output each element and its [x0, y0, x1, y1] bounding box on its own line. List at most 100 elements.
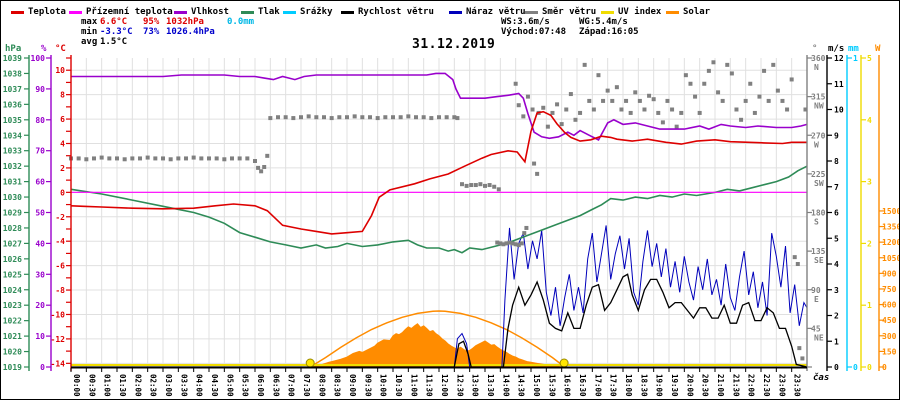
svg-text:02:00: 02:00 — [133, 374, 142, 397]
svg-text:16:00: 16:00 — [563, 374, 572, 397]
axis-humidity — [46, 55, 52, 371]
axis-pressure — [24, 55, 30, 371]
svg-text:70: 70 — [35, 147, 45, 156]
svg-text:6: 6 — [834, 209, 839, 218]
svg-text:15:00: 15:00 — [532, 374, 541, 397]
svg-text:5: 5 — [834, 234, 839, 243]
svg-text:22:00: 22:00 — [747, 374, 756, 397]
svg-text:150: 150 — [882, 347, 897, 356]
svg-text:50: 50 — [35, 209, 45, 218]
svg-text:01:00: 01:00 — [103, 374, 112, 397]
svg-text:12:00: 12:00 — [440, 374, 449, 397]
svg-text:12:30: 12:30 — [455, 374, 464, 397]
svg-text:180: 180 — [811, 209, 826, 218]
svg-text:07:00: 07:00 — [287, 374, 296, 397]
svg-text:02:30: 02:30 — [149, 374, 158, 397]
svg-text:19:00: 19:00 — [655, 374, 664, 397]
x-axis-label: čas — [813, 372, 829, 383]
svg-text:10:00: 10:00 — [379, 374, 388, 397]
svg-text:60: 60 — [35, 178, 45, 187]
svg-text:06:00: 06:00 — [256, 374, 265, 397]
svg-text:1036: 1036 — [3, 100, 22, 109]
svg-text:1050: 1050 — [882, 254, 900, 263]
svg-text:7: 7 — [834, 183, 839, 192]
humidity-min-value: 73% — [143, 27, 160, 37]
svg-text:1027: 1027 — [3, 239, 22, 248]
svg-text:23:00: 23:00 — [777, 374, 786, 397]
temp-avg-value: 1.5°C — [100, 37, 128, 47]
svg-text:1200: 1200 — [882, 238, 900, 247]
svg-text:80: 80 — [35, 116, 45, 125]
humidity-max-value: 95% — [143, 17, 160, 27]
svg-text:NE: NE — [814, 333, 824, 342]
series-solar_potential — [309, 310, 566, 368]
wind-gust-stat: WG:5.4m/s — [579, 17, 628, 27]
svg-text:225: 225 — [811, 170, 826, 179]
svg-text:05:00: 05:00 — [225, 374, 234, 397]
precip-total-value: 0.0mm — [227, 17, 255, 27]
svg-text:100: 100 — [31, 54, 46, 63]
svg-text:1037: 1037 — [3, 85, 22, 94]
axis-wind — [826, 55, 832, 371]
svg-text:1350: 1350 — [882, 223, 900, 232]
svg-text:%: % — [41, 44, 47, 54]
svg-text:1022: 1022 — [3, 317, 22, 326]
svg-text:21:30: 21:30 — [731, 374, 740, 397]
sun-icon — [559, 358, 569, 368]
chart-title: 31.12.2019 — [412, 37, 496, 52]
svg-text:0: 0 — [882, 363, 887, 372]
svg-text:m/s: m/s — [828, 44, 844, 54]
legend-item-n-raz-v-tru: Náraz větru — [449, 6, 526, 18]
svg-text:03:00: 03:00 — [164, 374, 173, 397]
svg-text:4: 4 — [867, 116, 872, 125]
svg-text:05:30: 05:30 — [241, 374, 250, 397]
svg-text:0: 0 — [867, 363, 872, 372]
svg-text:45: 45 — [811, 324, 821, 333]
legend-swatch-icon — [601, 10, 614, 14]
svg-text:07:30: 07:30 — [302, 374, 311, 397]
legend-item-solar: Solar — [666, 6, 710, 18]
legend-item-sr-ky: Srážky — [283, 6, 333, 18]
svg-text:01:30: 01:30 — [118, 374, 127, 397]
wind-speed-stat: WS:3.6m/s — [501, 17, 550, 27]
svg-text:450: 450 — [882, 316, 897, 325]
svg-text:00:30: 00:30 — [87, 374, 96, 397]
legend-swatch-icon — [174, 10, 187, 14]
axis-solar — [878, 55, 884, 371]
svg-text:11:00: 11:00 — [409, 374, 418, 397]
stats-row-min: min -3.3°C 73% 1026.4hPa — [81, 27, 254, 37]
svg-text:hPa: hPa — [5, 44, 21, 54]
svg-text:-10: -10 — [51, 310, 66, 319]
svg-text:18:30: 18:30 — [639, 374, 648, 397]
svg-text:90: 90 — [35, 85, 45, 94]
svg-text:1029: 1029 — [3, 209, 22, 218]
svg-text:°C: °C — [55, 44, 66, 54]
svg-text:0: 0 — [853, 363, 858, 372]
svg-text:09:00: 09:00 — [348, 374, 357, 397]
svg-text:23:30: 23:30 — [793, 374, 802, 397]
svg-text:04:30: 04:30 — [210, 374, 219, 397]
svg-text:1: 1 — [853, 54, 858, 63]
svg-text:40: 40 — [35, 239, 45, 248]
legend-swatch-icon — [341, 10, 354, 14]
stats-row-max: max 6.6°C 95% 1032hPa 0.0mm — [81, 17, 254, 27]
svg-text:1026: 1026 — [3, 255, 22, 264]
svg-text:2: 2 — [60, 164, 65, 173]
svg-text:17:30: 17:30 — [609, 374, 618, 397]
svg-text:0: 0 — [40, 363, 45, 372]
svg-text:1023: 1023 — [3, 301, 22, 310]
legend-swatch-icon — [525, 10, 538, 14]
svg-text:1: 1 — [867, 301, 872, 310]
legend-item-tlak: Tlak — [241, 6, 280, 18]
series-solar — [310, 323, 565, 368]
grid — [70, 58, 808, 367]
svg-text:3: 3 — [834, 286, 839, 295]
svg-text:14:00: 14:00 — [501, 374, 510, 397]
legend-item-rychlost-v-tru: Rychlost větru — [341, 6, 434, 18]
legend-item-teplota: Teplota — [11, 6, 66, 18]
svg-text:13:00: 13:00 — [471, 374, 480, 397]
svg-text:-2: -2 — [55, 213, 65, 222]
svg-text:2: 2 — [834, 312, 839, 321]
svg-text:10: 10 — [55, 66, 65, 75]
